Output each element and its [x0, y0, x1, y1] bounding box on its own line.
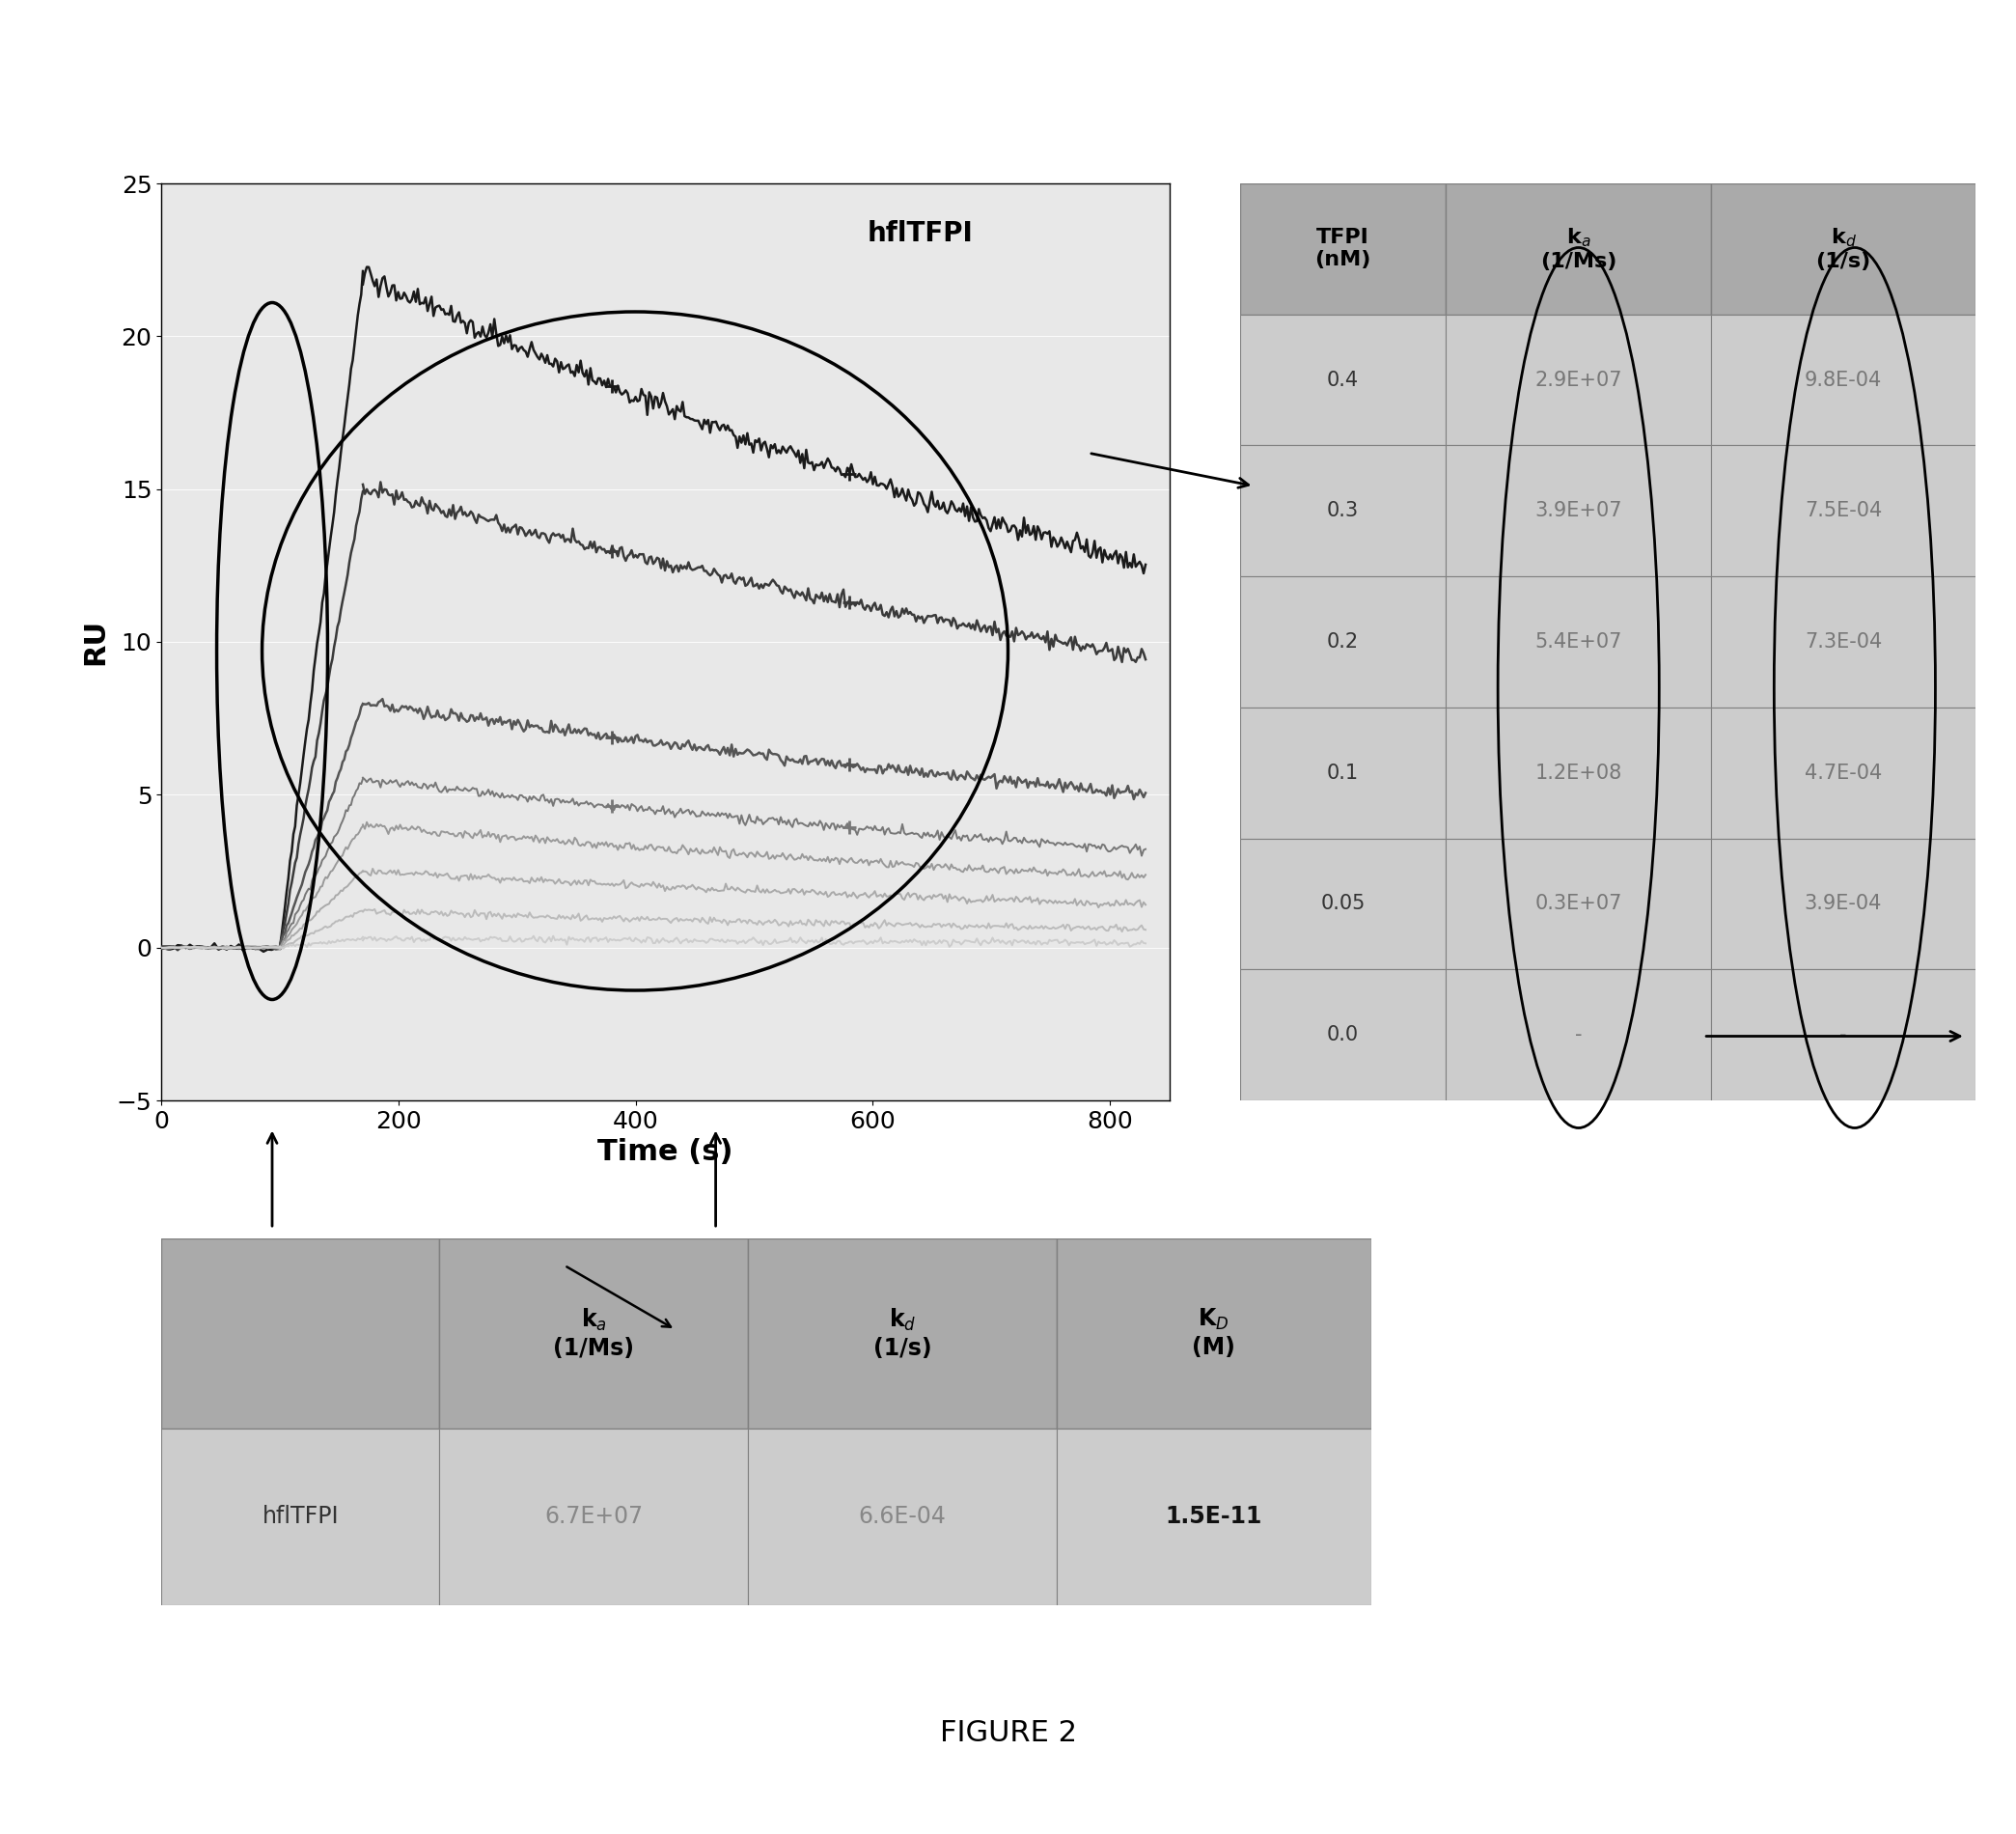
Text: hflTFPI: hflTFPI [262, 1506, 339, 1528]
Text: -: - [1841, 1025, 1847, 1045]
Bar [1445, 708, 1712, 838]
Bar [748, 1238, 1056, 1429]
Text: k$_d$
(1/s): k$_d$ (1/s) [1816, 226, 1871, 271]
Text: 6.7E+07: 6.7E+07 [544, 1506, 643, 1528]
Text: 7.3E-04: 7.3E-04 [1804, 633, 1883, 651]
Bar [1712, 183, 1976, 314]
Text: -: - [1574, 1025, 1583, 1045]
Bar [161, 1429, 439, 1605]
Bar [1445, 576, 1712, 708]
Text: 2.9E+07: 2.9E+07 [1534, 370, 1623, 389]
Text: 0.4: 0.4 [1327, 370, 1359, 389]
Text: 9.8E-04: 9.8E-04 [1804, 370, 1883, 389]
Text: 0.3: 0.3 [1327, 501, 1359, 521]
Bar [1445, 446, 1712, 576]
Text: 7.5E-04: 7.5E-04 [1804, 501, 1883, 521]
Text: 0.3E+07: 0.3E+07 [1534, 895, 1623, 913]
Text: 0.1: 0.1 [1327, 763, 1359, 783]
Bar [439, 1429, 748, 1605]
Text: TFPI
(nM): TFPI (nM) [1314, 227, 1371, 270]
Bar [1240, 838, 1445, 970]
Bar [1712, 970, 1976, 1100]
Bar [1712, 838, 1976, 970]
Bar [1712, 576, 1976, 708]
Bar [1240, 708, 1445, 838]
Text: 3.9E+07: 3.9E+07 [1534, 501, 1623, 521]
Bar [161, 1238, 439, 1429]
Text: 0.0: 0.0 [1327, 1025, 1359, 1045]
Text: k$_d$
(1/s): k$_d$ (1/s) [873, 1308, 931, 1359]
Bar [1445, 970, 1712, 1100]
Bar [748, 1429, 1056, 1605]
Text: 0.05: 0.05 [1320, 895, 1365, 913]
Text: 3.9E-04: 3.9E-04 [1804, 895, 1883, 913]
Bar [1445, 183, 1712, 314]
Bar [1445, 314, 1712, 446]
Text: K$_D$
(M): K$_D$ (M) [1191, 1308, 1236, 1359]
Text: k$_a$
(1/Ms): k$_a$ (1/Ms) [552, 1308, 635, 1359]
Text: 4.7E-04: 4.7E-04 [1804, 763, 1883, 783]
Text: hflTFPI: hflTFPI [867, 220, 974, 248]
Bar [1445, 838, 1712, 970]
Y-axis label: RU: RU [83, 618, 109, 666]
Bar [1240, 576, 1445, 708]
Bar [1240, 314, 1445, 446]
X-axis label: Time (s): Time (s) [597, 1139, 734, 1166]
Text: 0.2: 0.2 [1327, 633, 1359, 651]
Text: 5.4E+07: 5.4E+07 [1534, 633, 1623, 651]
Bar [1240, 183, 1445, 314]
Bar [1712, 708, 1976, 838]
Bar [1240, 446, 1445, 576]
Bar [1056, 1429, 1371, 1605]
Bar [439, 1238, 748, 1429]
Text: k$_a$
(1/Ms): k$_a$ (1/Ms) [1540, 226, 1617, 271]
Bar [1240, 970, 1445, 1100]
Text: FIGURE 2: FIGURE 2 [939, 1718, 1077, 1748]
Bar [1056, 1238, 1371, 1429]
Text: 1.2E+08: 1.2E+08 [1534, 763, 1623, 783]
Bar [1712, 314, 1976, 446]
Text: 6.6E-04: 6.6E-04 [859, 1506, 946, 1528]
Text: 1.5E-11: 1.5E-11 [1165, 1506, 1262, 1528]
Bar [1712, 446, 1976, 576]
